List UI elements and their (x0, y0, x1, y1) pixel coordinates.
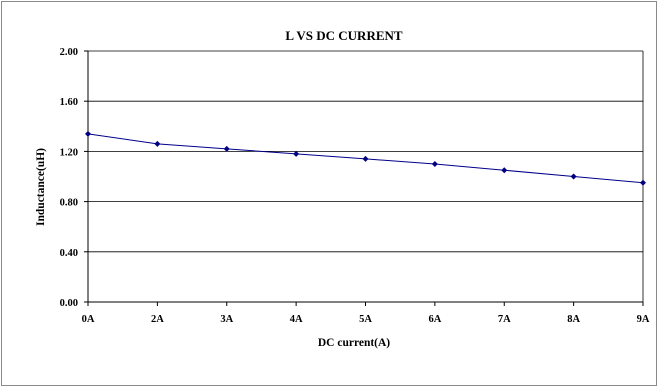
y-tick-label: 1.20 (60, 147, 78, 158)
data-point (431, 160, 438, 167)
y-tick-label: 1.60 (60, 97, 78, 108)
x-tick-label: 0A (82, 314, 95, 325)
data-point (154, 140, 161, 147)
y-tick-label: 0.00 (60, 298, 78, 309)
y-axis-label: Inductance(uH) (35, 148, 47, 226)
data-point (85, 130, 91, 137)
x-tick-label: 6A (428, 314, 441, 325)
x-tick-label: 9A (637, 314, 650, 325)
chart-title: L VS DC CURRENT (285, 28, 402, 43)
axes (84, 50, 644, 306)
data-point (223, 145, 230, 152)
data-point (640, 179, 646, 186)
x-tick-label: 5A (359, 314, 372, 325)
gridlines (88, 50, 643, 253)
data-point (570, 173, 577, 180)
y-tick-label: 0.40 (60, 248, 78, 259)
y-tick-label: 2.00 (60, 47, 78, 58)
x-tick-label: 2A (151, 314, 164, 325)
y-tick-labels: 0.00 0.40 0.80 1.20 1.60 2.00 (60, 47, 78, 309)
x-tick-labels: 0A 2A 3A 4A 5A 6A 7A 8A 9A (82, 314, 650, 325)
y-tick-label: 0.80 (60, 198, 78, 209)
x-tick-label: 4A (290, 314, 303, 325)
data-point (501, 167, 508, 174)
series-group (85, 130, 646, 186)
data-point (293, 150, 300, 157)
x-tick-label: 3A (220, 314, 233, 325)
data-point (362, 155, 369, 162)
x-tick-label: 8A (567, 314, 580, 325)
x-tick-label: 7A (498, 314, 511, 325)
x-axis-label: DC current(A) (318, 337, 390, 349)
